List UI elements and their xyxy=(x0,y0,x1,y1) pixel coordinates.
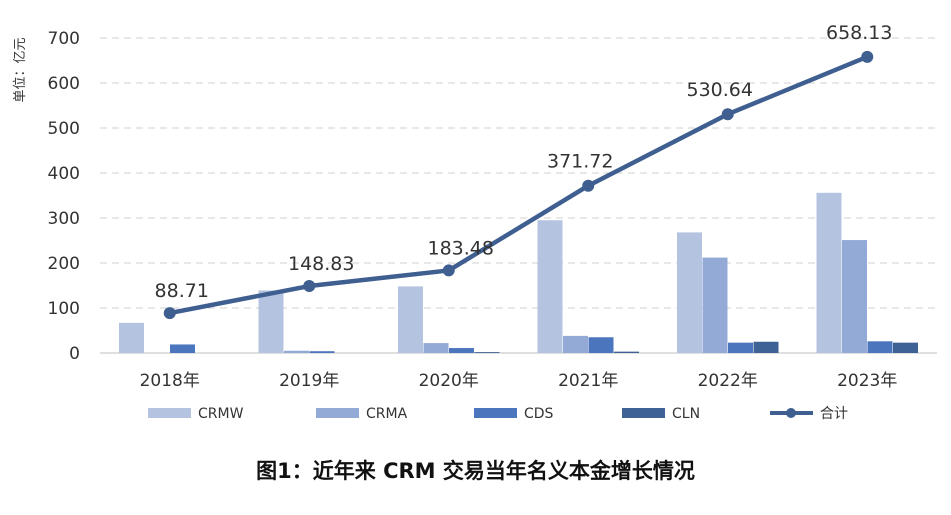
x-tick-label: 2022年 xyxy=(698,371,758,391)
y-axis-label: 单位：亿元 xyxy=(13,37,28,102)
legend-swatch-crma xyxy=(316,408,359,418)
bar-cln xyxy=(474,352,500,353)
data-label-total: 371.72 xyxy=(547,151,613,173)
point-total xyxy=(861,50,874,63)
line-total xyxy=(169,54,869,316)
bar-crma xyxy=(842,240,867,353)
legend-marker-total xyxy=(786,408,796,418)
y-tick-label: 500 xyxy=(48,119,80,139)
point-total xyxy=(163,307,176,320)
y-tick-label: 700 xyxy=(48,29,80,49)
bar-cln xyxy=(893,342,918,353)
x-tick-label: 2018年 xyxy=(140,371,200,391)
legend-label: CRMA xyxy=(366,406,408,422)
bar-crmw xyxy=(398,286,423,353)
bar-crma xyxy=(702,257,728,353)
y-tick-label: 400 xyxy=(48,164,80,184)
legend-label: CLN xyxy=(672,406,700,422)
point-total xyxy=(303,280,316,293)
point-total xyxy=(582,179,595,192)
bar-crmw xyxy=(816,192,842,353)
chart: 0 100 200 300 400 500 600 700 单位：亿元 2018年 2019年 202… xyxy=(13,22,937,422)
bar-cds xyxy=(728,342,753,353)
legend-swatch-cds xyxy=(474,408,517,418)
bar-cds xyxy=(309,351,335,353)
x-tick-label: 2019年 xyxy=(279,371,339,391)
bar-cds xyxy=(170,344,195,353)
legend-label: CDS xyxy=(524,406,554,422)
legend-swatch-crmw xyxy=(148,408,191,418)
bar-crmw xyxy=(258,290,284,353)
y-tick-label: 600 xyxy=(48,74,80,94)
bar-cln xyxy=(614,351,639,353)
data-label-total: 658.13 xyxy=(826,22,892,44)
bar-crmw xyxy=(119,322,144,353)
figure-caption: 图1：近年来 CRM 交易当年名义本金增长情况 xyxy=(256,459,695,483)
data-label-total: 148.83 xyxy=(288,253,354,275)
bar-cds xyxy=(449,348,474,353)
x-tick-label: 2021年 xyxy=(558,371,618,391)
data-label-total: 183.48 xyxy=(428,237,494,259)
bar-crma xyxy=(563,335,588,353)
y-tick-label: 200 xyxy=(48,254,80,274)
bar-cds xyxy=(588,337,614,353)
legend-label: 合计 xyxy=(820,406,848,422)
bar-cln xyxy=(753,341,779,353)
legend-swatch-cln xyxy=(622,408,665,418)
data-label-total: 530.64 xyxy=(687,79,753,101)
y-tick-label: 0 xyxy=(69,344,80,364)
y-tick-label: 100 xyxy=(48,299,80,319)
data-label-total: 88.71 xyxy=(155,280,209,302)
bar-crmw xyxy=(677,232,702,353)
bar-crma xyxy=(423,343,449,353)
point-total xyxy=(721,108,734,121)
bar-cds xyxy=(867,341,893,353)
x-tick-label: 2023年 xyxy=(837,371,897,391)
bar-crmw xyxy=(537,220,563,353)
y-tick-label: 300 xyxy=(48,209,80,229)
x-tick-label: 2020年 xyxy=(419,371,479,391)
legend-label: CRMW xyxy=(198,406,244,422)
point-total xyxy=(442,264,455,277)
bar-crma xyxy=(284,350,309,353)
